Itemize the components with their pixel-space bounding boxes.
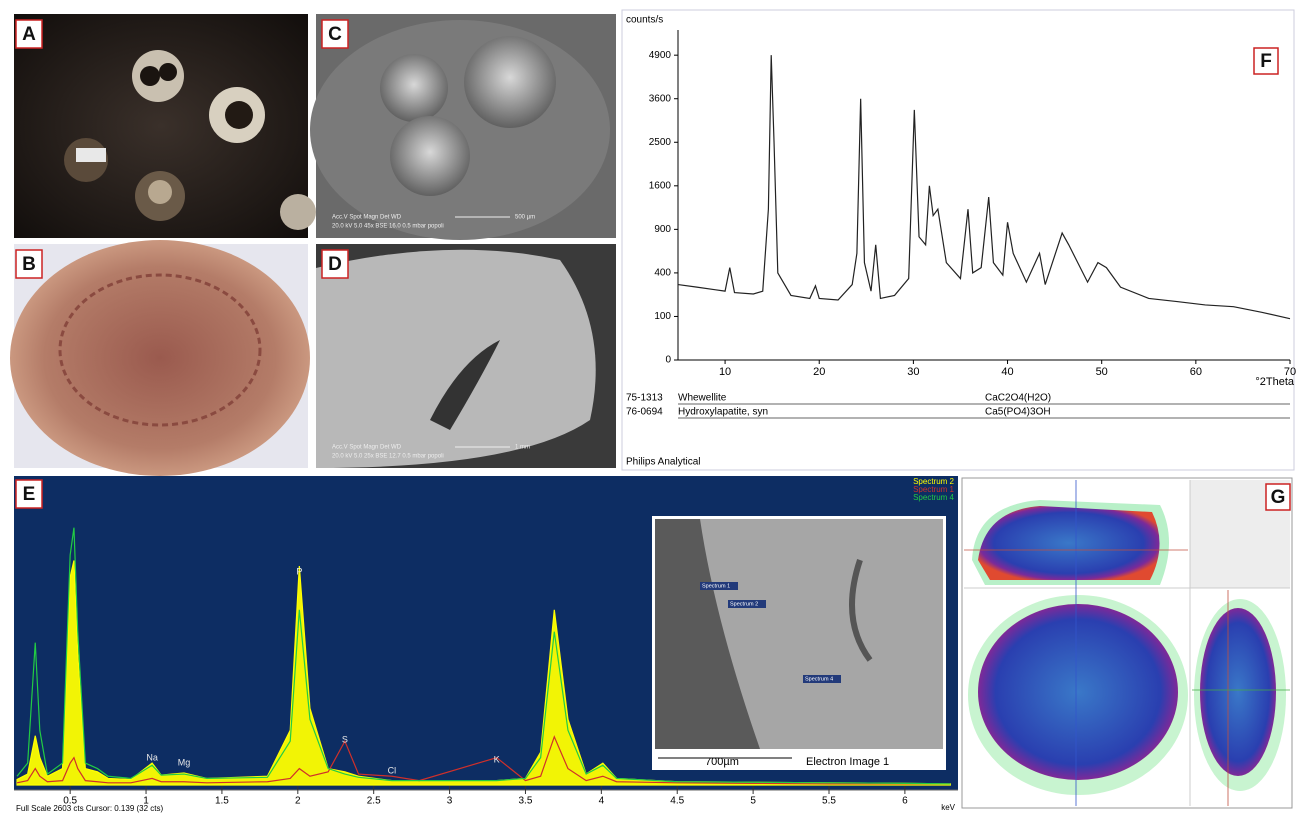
y-tick-label: 0 bbox=[665, 355, 671, 366]
sem-caption: 1 mm bbox=[515, 445, 530, 451]
ct-panel bbox=[962, 478, 1292, 808]
photo-a bbox=[14, 14, 316, 238]
inset-scale: 700µm bbox=[705, 756, 739, 768]
x-axis-label: keV bbox=[941, 803, 955, 812]
element-label: Cl bbox=[388, 765, 397, 775]
legend-entry: Spectrum 4 bbox=[913, 493, 954, 502]
sem-caption: Acc.V Spot Magn Det WD bbox=[332, 215, 402, 221]
panel-label: F bbox=[1260, 51, 1272, 72]
panel-label: D bbox=[328, 254, 342, 275]
ref-code: 76-0694 bbox=[626, 407, 663, 418]
footer: Philips Analytical bbox=[626, 457, 700, 468]
element-label: Na bbox=[146, 752, 158, 762]
y-tick-label: 1600 bbox=[649, 180, 672, 191]
x-tick-label: 4 bbox=[599, 796, 605, 807]
x-tick-label: 2.5 bbox=[367, 796, 381, 807]
x-tick-label: 3.5 bbox=[519, 796, 533, 807]
x-tick-label: 30 bbox=[907, 366, 919, 378]
ref-name: Hydroxylapatite, syn bbox=[678, 407, 768, 418]
x-tick-label: 3 bbox=[447, 796, 453, 807]
y-axis-label: counts/s bbox=[626, 15, 663, 26]
x-tick-label: 6 bbox=[902, 796, 908, 807]
inset-marker: Spectrum 1 bbox=[702, 583, 730, 589]
x-tick-label: 5.5 bbox=[822, 796, 836, 807]
x-axis-label: °2Theta bbox=[1255, 376, 1295, 388]
sem-caption: 500 µm bbox=[515, 215, 535, 221]
inset-marker: Spectrum 2 bbox=[730, 601, 758, 607]
x-tick-label: 1.5 bbox=[215, 796, 229, 807]
ref-code: 75-1313 bbox=[626, 393, 663, 404]
sem-c bbox=[310, 14, 616, 240]
footer: Full Scale 2603 cts Cursor: 0.139 (32 ct… bbox=[16, 804, 164, 813]
x-tick-label: 40 bbox=[1001, 366, 1013, 378]
y-tick-label: 900 bbox=[654, 224, 671, 235]
panel-label: A bbox=[22, 24, 36, 45]
inset-title: Electron Image 1 bbox=[806, 756, 889, 768]
ref-name: Whewellite bbox=[678, 393, 727, 404]
element-label: S bbox=[342, 734, 348, 744]
panel-label: G bbox=[1271, 487, 1286, 508]
sem-caption: 20.0 kV 5.0 25x BSE 12.7 0.5 mbar popoli bbox=[332, 454, 444, 460]
inset-marker: Spectrum 4 bbox=[805, 676, 833, 682]
x-tick-label: 4.5 bbox=[670, 796, 684, 807]
y-tick-label: 400 bbox=[654, 268, 671, 279]
sem-d bbox=[316, 244, 616, 468]
figure: A B Acc.V Spot Magn Det WD 20.0 kV 5.0 4… bbox=[0, 0, 1296, 814]
panel-label: E bbox=[23, 484, 36, 505]
panel-label: B bbox=[22, 254, 36, 275]
y-tick-label: 100 bbox=[654, 311, 671, 322]
y-tick-label: 3600 bbox=[649, 93, 672, 104]
element-label: P bbox=[296, 566, 302, 576]
ref-formula: CaC2O4(H2O) bbox=[985, 393, 1051, 404]
y-tick-label: 4900 bbox=[649, 50, 672, 61]
sem-caption: Acc.V Spot Magn Det WD bbox=[332, 445, 402, 451]
ref-formula: Ca5(PO4)3OH bbox=[985, 407, 1051, 418]
element-label: K bbox=[494, 754, 500, 764]
panel-label: C bbox=[328, 24, 342, 45]
x-tick-label: 60 bbox=[1190, 366, 1202, 378]
x-tick-label: 2 bbox=[295, 796, 301, 807]
page: {"panel_labels":["A","B","C","D","E","F"… bbox=[0, 0, 1296, 814]
sem-caption: 20.0 kV 5.0 45x BSE 16.0 0.5 mbar popoli bbox=[332, 224, 444, 230]
x-tick-label: 20 bbox=[813, 366, 825, 378]
photo-b bbox=[10, 240, 310, 476]
y-tick-label: 2500 bbox=[649, 137, 672, 148]
x-tick-label: 10 bbox=[719, 366, 731, 378]
x-tick-label: 50 bbox=[1096, 366, 1108, 378]
element-label: Mg bbox=[178, 757, 191, 767]
x-tick-label: 5 bbox=[750, 796, 756, 807]
